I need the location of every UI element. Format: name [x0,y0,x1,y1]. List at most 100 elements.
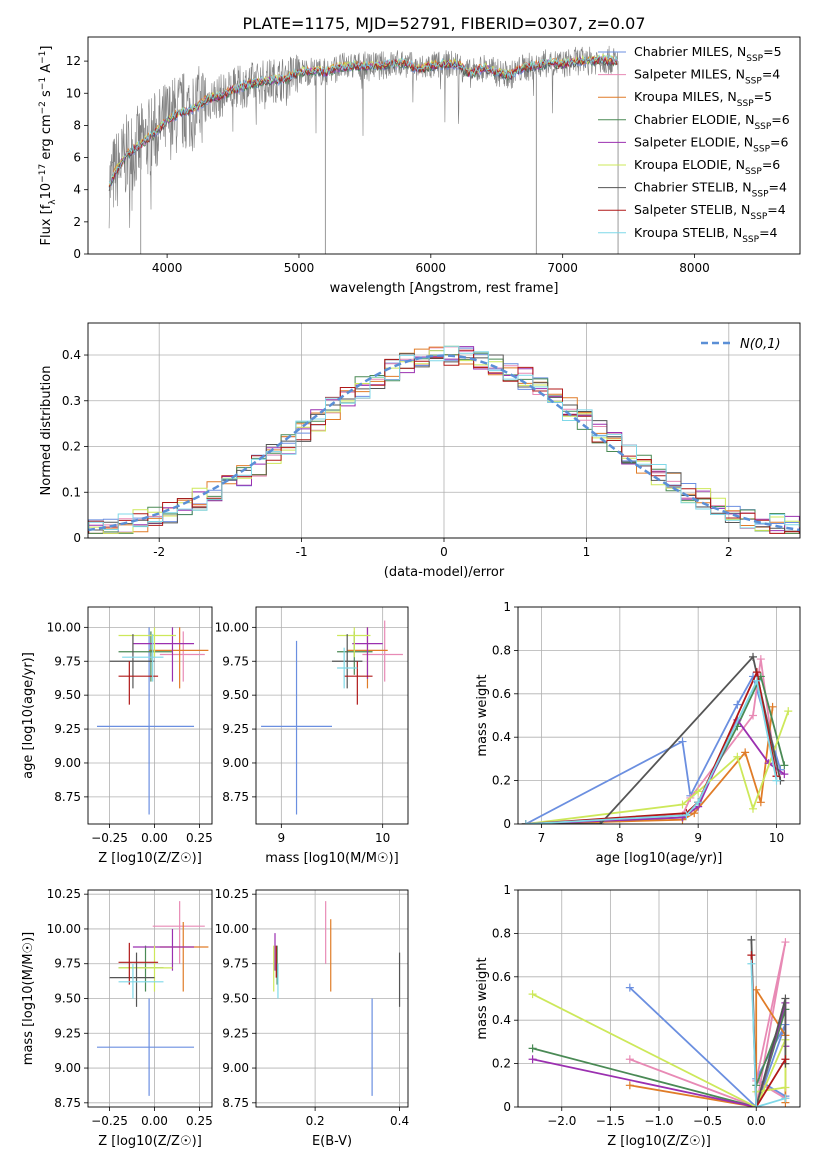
y-tick-label: 2 [73,215,81,229]
weight-marker-kroupa-elodie [694,787,703,796]
y-axis-label: mass [log10(M/M☉)] [21,932,36,1065]
y-tick-label: 4 [73,183,81,197]
errorbar-kroupa-miles [159,921,209,992]
x-tick-label: 0.0 [747,1114,766,1128]
legend-nssp-value: =4 [769,180,787,195]
errorbar-chabrier-miles [96,998,195,1096]
weight-marker-salpeter-elodie [780,770,789,779]
weight-marker-kroupa-miles [756,798,765,807]
weight-marker-kroupa-elodie [733,752,742,761]
y-tick-label: 0.8 [492,643,511,657]
x-tick-label: 4000 [152,261,183,275]
y-tick-label: 9.25 [222,722,249,736]
weight-marker-kroupa-miles [625,1081,634,1090]
weight-line-kroupa-miles [525,706,774,824]
weight-line-kroupa-stelib [750,963,786,1107]
x-tick-label: 10 [375,831,390,845]
x-tick-label: −0.25 [91,1114,128,1128]
weight-marker-salpeter-miles [756,655,765,664]
weight-marker-kroupa-stelib [521,820,530,824]
gaussian-reference-curve [88,354,800,532]
y-tick-label: 8 [73,118,81,132]
legend-entry-chabrier-elodie: Chabrier ELODIE, NSSP=6 [634,112,790,132]
x-axis-label: Z [log10(Z/Z☉)] [607,1134,711,1149]
x-axis-label: E(B-V) [312,1134,352,1149]
axes-frame [87,889,213,1108]
errorbar-chabrier-stelib [109,952,155,1007]
errorbar-kroupa-stelib [337,647,358,689]
weight-marker-chabrier-miles [733,700,742,709]
x-tick-label: −1.0 [644,1114,673,1128]
y-tick-label: 0 [503,1100,511,1114]
weight-marker-kroupa-miles [741,748,750,757]
y-tick-label: 9.25 [54,1026,81,1040]
x-tick-label: 0.00 [141,831,168,845]
plot-area [528,935,790,1107]
legend-subscript: SSP [745,167,762,177]
y-tick-label: 0.1 [62,485,81,499]
legend-subscript: SSP [737,99,754,109]
y-axis-label: age [log10(age/yr)] [21,652,36,779]
x-tick-label: 0.00 [141,1114,168,1128]
x-tick-label: 1 [583,545,591,559]
y-label-part: A [39,64,54,77]
y-tick-label: 8.75 [54,1096,81,1110]
y-tick-label: 0.2 [492,774,511,788]
x-tick-label: 0.4 [390,1114,409,1128]
errorbar-salpeter-stelib [118,661,159,705]
weight-marker-chabrier-elodie [780,761,789,770]
plot-area [88,345,800,534]
y-tick-label: 10.00 [47,922,81,936]
weight-marker-chabrier-stelib [781,994,790,1003]
weight-marker-chabrier-stelib [747,935,756,944]
x-tick-label: −1.5 [596,1114,625,1128]
errorbar-kroupa-stelib [122,634,164,682]
errorbar-salpeter-miles [152,901,205,964]
weight-age-panel: 7 8 9 10 0 0.2 0.4 0.6 0.8 1 age [log10(age/yr)] ma… [475,600,801,866]
legend-nssp-value: =6 [771,112,789,127]
errorbar-kroupa-elodie [118,627,177,658]
y-tick-label: 0.8 [492,926,511,940]
legend-entry-kroupa-elodie: Kroupa ELODIE, NSSP=6 [634,157,780,177]
x-tick-label: 7 [538,831,546,845]
weight-marker-salpeter-miles [749,711,757,720]
legend-nssp-value: =4 [759,225,777,240]
y-axis-label: Flux [fλ10−17 erg cm−2 s−1 A−1] [38,46,58,246]
y-tick-label: 12 [66,54,81,68]
legend-entry-chabrier-stelib: Chabrier STELIB, NSSP=4 [634,180,787,200]
y-label-part: λ [48,199,58,205]
y-tick-label: 1 [503,883,511,897]
axes-frame [87,322,801,539]
x-tick-label: 8 [616,831,624,845]
weight-line-chabrier-stelib [525,655,782,824]
y-tick-label: 10.00 [215,620,249,634]
weight-marker-chabrier-miles [625,983,634,992]
y-tick-label: 0.2 [62,440,81,454]
y-tick-label: 9.00 [222,756,249,770]
y-axis-label: mass weight [475,957,490,1039]
legend-entry-kroupa-stelib: Kroupa STELIB, NSSP=4 [634,225,778,245]
legend-entry-salpeter-elodie: Salpeter ELODIE, NSSP=6 [634,134,789,154]
y-axis-label: mass weight [475,674,490,756]
y-tick-label: 8.75 [54,790,81,804]
weight-marker-salpeter-miles [625,1055,634,1064]
mass-Z-panel: −0.25 0.00 0.25 8.75 9.00 9.25 9.50 9.75 10.00 10… [21,887,213,1149]
errorbar-salpeter-elodie [132,627,195,682]
legend-nssp-value: =4 [767,202,785,217]
figure-title: PLATE=1175, MJD=52791, FIBERID=0307, z=0… [242,14,645,33]
weight-line-salpeter-stelib [525,669,778,824]
y-tick-label: 1 [503,600,511,614]
weight-marker-kroupa-stelib [752,1103,761,1107]
axes-frame [517,606,801,825]
x-tick-label: 2 [725,545,733,559]
plot-area [521,652,793,824]
y-tick-label: 10.25 [215,887,249,901]
legend-nssp-value: =6 [770,134,788,149]
x-axis-label: (data-model)/error [384,565,505,580]
y-tick-label: 9.75 [54,957,81,971]
y-tick-label: 10 [66,86,81,100]
model-spectrum-kroupa-stelib [108,54,618,186]
y-label-part: ] [39,46,54,51]
weight-line-chabrier-miles [525,674,782,824]
